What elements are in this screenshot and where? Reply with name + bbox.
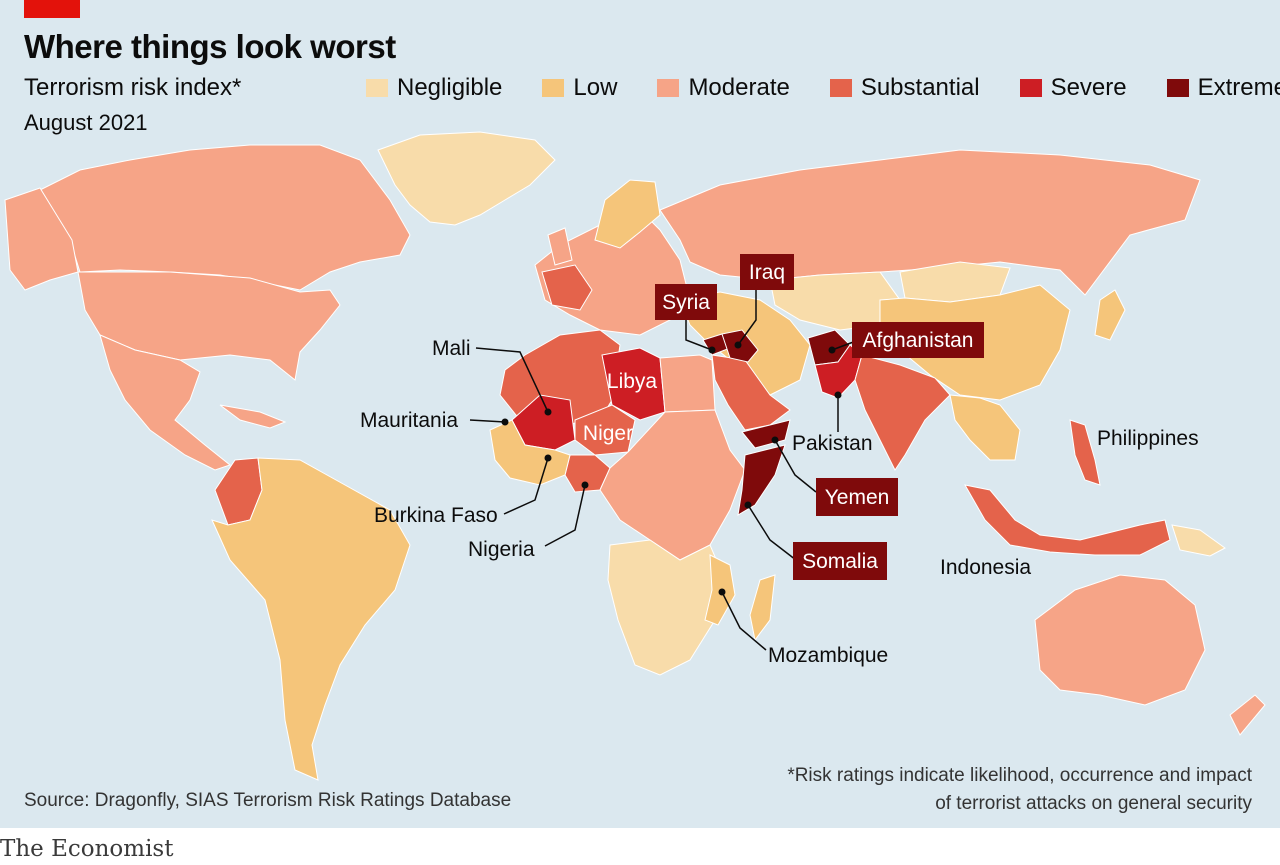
afghanistan-label-box [852, 322, 984, 358]
mexico-region [99, 334, 232, 471]
philippines-label: Philippines [1097, 427, 1199, 450]
canada-region [39, 144, 411, 291]
afghanistan-label: Afghanistan [863, 329, 974, 352]
mozambique-label: Mozambique [768, 644, 888, 667]
source-note: Source: Dragonfly, SIAS Terrorism Risk R… [24, 790, 512, 811]
iraq-label-box [740, 254, 794, 290]
legend-label: Moderate [688, 74, 790, 101]
syria-label: Syria [662, 291, 710, 314]
legend-label: Severe [1050, 74, 1127, 101]
legend-item-negligible: Negligible [366, 74, 502, 102]
mali-label: Mali [432, 337, 471, 360]
caribbean-region [219, 404, 287, 429]
legend-swatch [829, 79, 852, 97]
legend-swatch [542, 79, 565, 97]
page-title: Where things look worst [24, 28, 396, 65]
greenland-region [377, 131, 556, 226]
world-map: Syria Iraq Afghanistan Yemen Somalia Lib… [4, 131, 1266, 781]
west-africa-region [489, 419, 571, 486]
somalia-region [737, 444, 786, 516]
legend-item-extreme: Extreme [1166, 74, 1280, 102]
iraq-label: Iraq [749, 261, 785, 284]
indonesia-label: Indonesia [940, 556, 1031, 579]
india-region [854, 354, 951, 471]
southern-africa-region [607, 539, 726, 676]
yemen-label: Yemen [825, 486, 890, 509]
legend-swatch [366, 79, 388, 97]
niger-label: Niger [583, 422, 633, 445]
syria-label-box [655, 284, 717, 320]
australia-region [1034, 574, 1206, 706]
philippines-region [1069, 419, 1101, 486]
legend-swatch [1019, 79, 1042, 97]
somalia-label: Somalia [802, 550, 878, 573]
japan-region [1094, 289, 1126, 341]
legend-item-moderate: Moderate [657, 74, 790, 102]
uk-region [547, 227, 573, 266]
burkina-faso-label: Burkina Faso [374, 504, 498, 527]
footnote-line-2: of terrorist attacks on general security [935, 793, 1252, 814]
scandinavia-region [594, 179, 661, 249]
somalia-label-box [793, 542, 887, 580]
legend-swatch [1166, 79, 1189, 97]
nigeria-label: Nigeria [468, 538, 535, 561]
legend-swatch [657, 79, 680, 97]
brand-wordmark: The Economist [0, 836, 174, 862]
madagascar-region [749, 574, 776, 642]
legend-label: Extreme [1197, 74, 1280, 101]
legend-item-severe: Severe [1019, 74, 1127, 102]
footnote-line-1: *Risk ratings indicate likelihood, occur… [787, 765, 1252, 786]
mauritania-label: Mauritania [360, 409, 458, 432]
legend-label: Negligible [397, 74, 503, 101]
egypt-region [659, 354, 716, 413]
new-zealand-region [1229, 694, 1266, 736]
yemen-label-box [816, 478, 898, 516]
png-region [1171, 524, 1226, 557]
leader-lines [469, 284, 857, 651]
alaska-region [4, 187, 79, 291]
legend-label: Low [573, 74, 618, 101]
legend-item-low: Low [542, 74, 617, 102]
legend-item-substantial: Substantial [829, 74, 980, 102]
france-region [541, 264, 593, 311]
page-date: August 2021 [24, 110, 148, 135]
libya-label: Libya [607, 370, 658, 393]
footnote: *Risk ratings indicate likelihood, occur… [787, 762, 1252, 818]
pakistan-label: Pakistan [792, 432, 873, 455]
legend-label: Substantial [860, 74, 980, 101]
brand-red-tag [24, 0, 80, 18]
legend: Negligible Low Moderate Substantial Seve… [366, 74, 1280, 102]
map-frame: Syria Iraq Afghanistan Yemen Somalia Lib… [0, 0, 1280, 828]
southeast-asia-region [949, 394, 1021, 461]
south-america-region [211, 457, 411, 781]
page-subtitle: Terrorism risk index* [24, 74, 242, 101]
leader-markers [501, 341, 842, 596]
indonesia-region [964, 484, 1171, 556]
